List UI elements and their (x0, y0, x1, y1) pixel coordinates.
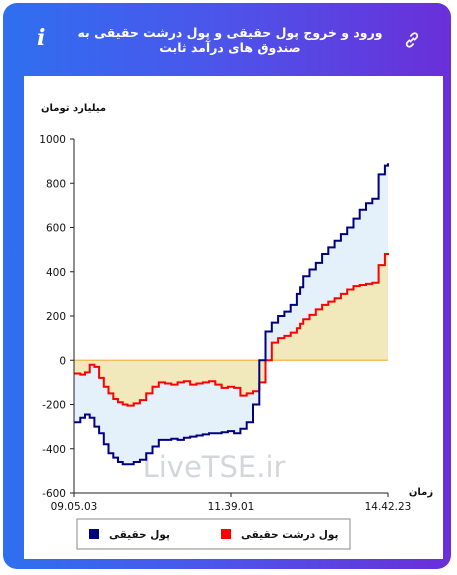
area-big-real-money (74, 252, 388, 406)
y-tick-label: -400 (42, 444, 66, 456)
y-tick-label: 800 (46, 178, 66, 190)
info-icon[interactable]: i (37, 25, 46, 51)
link-icon[interactable] (403, 31, 421, 49)
legend-swatch-big-real-money (221, 529, 231, 539)
legend-label-big-real-money[interactable]: پول درشت حقیقی (241, 529, 338, 541)
x-axis-label: زمان (409, 487, 433, 498)
y-axis-label: میلیارد تومان (41, 103, 106, 114)
chart-svg: LiveTSE.ir -600 -400 -200 0 200 400 600 800 1000… (39, 103, 433, 550)
legend: پول حقیقی پول درشت حقیقی (76, 518, 351, 550)
x-tick-label: 14.42.23 (365, 501, 412, 513)
y-tick-label: 400 (46, 267, 66, 279)
series-line-big-real-money[interactable] (74, 252, 389, 407)
legend-box (76, 518, 351, 550)
legend-swatch-real-money (89, 529, 99, 539)
card-header: i ورود و خروج پول حقیقی و پول درشت حقیقی… (3, 3, 451, 75)
series-line-real-money[interactable] (74, 163, 389, 466)
watermark: LiveTSE.ir (143, 450, 286, 484)
x-tick-label: 09.05.03 (51, 501, 98, 513)
y-tick-label: -200 (42, 400, 66, 412)
y-tick-label: 0 (59, 355, 66, 367)
chart-title: ورود و خروج پول حقیقی و پول درشت حقیقی ب… (77, 25, 383, 55)
y-tick-label: 200 (46, 311, 66, 323)
y-tick-label: 600 (46, 223, 66, 235)
y-tick-label: -600 (42, 488, 66, 500)
legend-label-real-money[interactable]: پول حقیقی (109, 529, 170, 541)
chart-panel: LiveTSE.ir -600 -400 -200 0 200 400 600 800 1000… (24, 76, 443, 559)
y-tick-label: 1000 (39, 134, 66, 146)
chart-card: i ورود و خروج پول حقیقی و پول درشت حقیقی… (3, 3, 451, 569)
x-tick-label: 11.39.01 (208, 501, 255, 513)
